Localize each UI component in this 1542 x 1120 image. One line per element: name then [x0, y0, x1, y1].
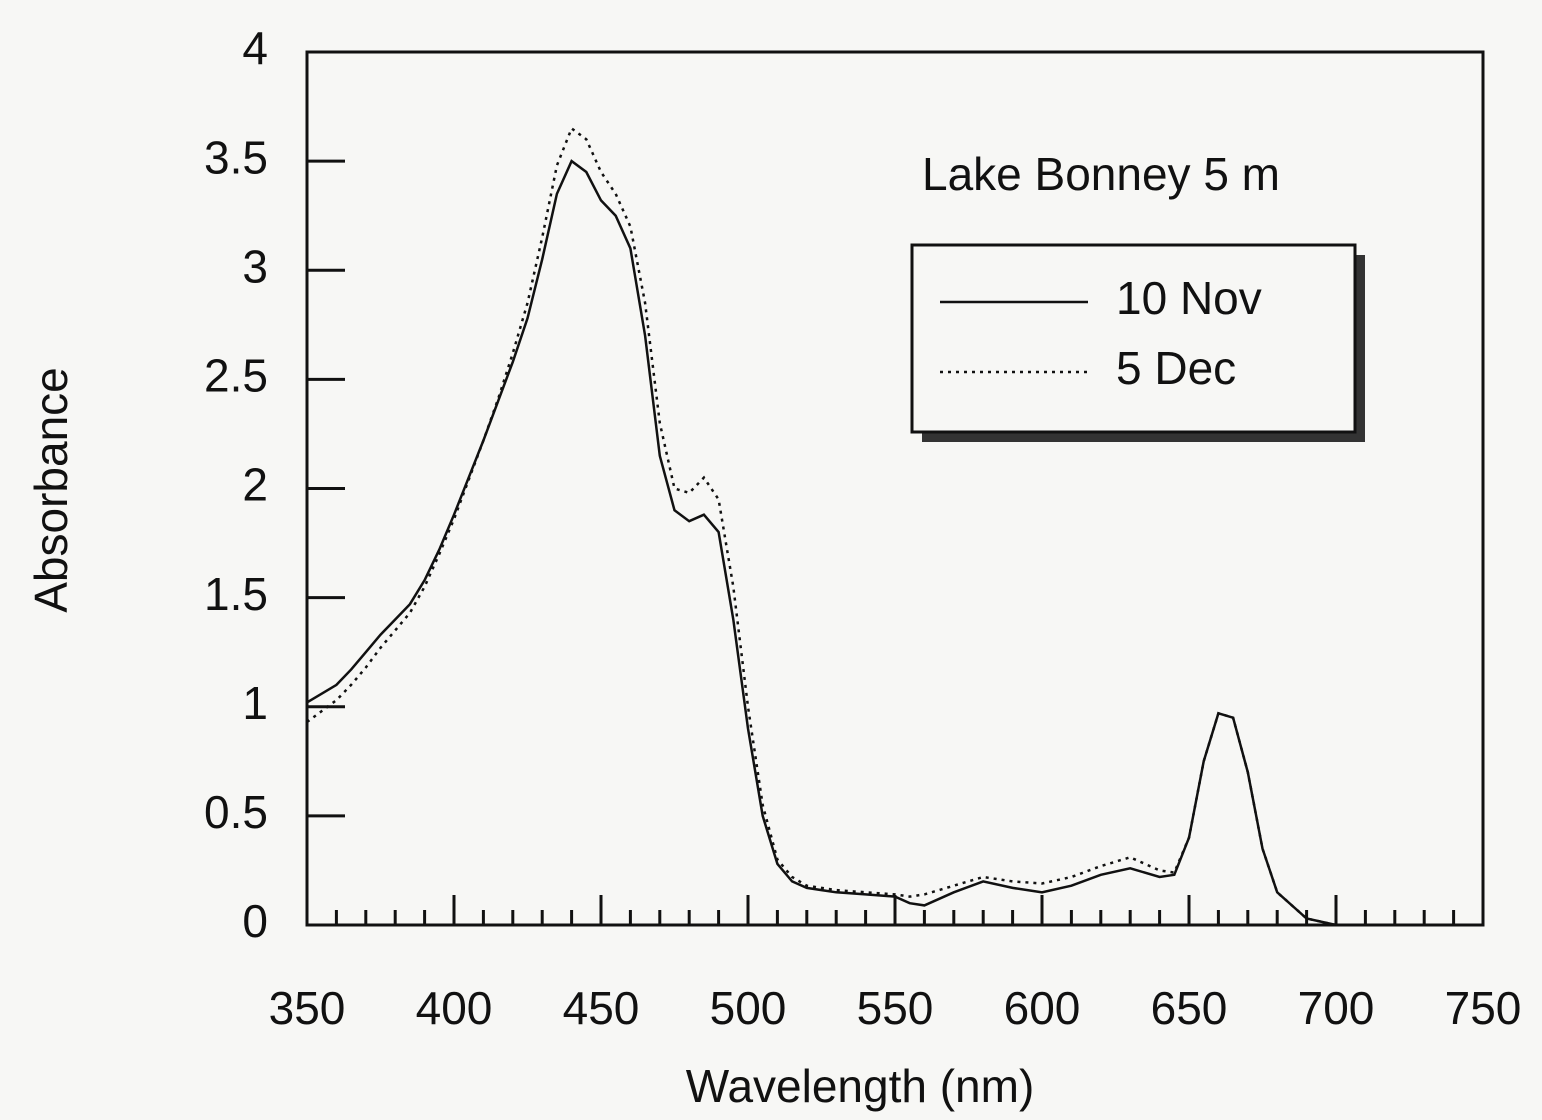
x-tick-label: 700 — [1298, 982, 1375, 1034]
y-tick-label: 2 — [242, 459, 268, 511]
y-tick-label: 0.5 — [204, 786, 268, 838]
y-tick-label: 1 — [242, 677, 268, 729]
legend-box — [910, 243, 1357, 434]
x-tick-label: 350 — [269, 982, 346, 1034]
x-tick-label: 750 — [1445, 982, 1522, 1034]
y-tick-label: 3 — [242, 240, 268, 292]
x-tick-label: 650 — [1151, 982, 1228, 1034]
x-tick-label: 450 — [563, 982, 640, 1034]
x-axis-title: Wavelength (nm) — [686, 1060, 1035, 1112]
data-line — [306, 126, 1337, 927]
x-tick-label: 500 — [710, 982, 787, 1034]
y-tick-label: 2.5 — [204, 350, 268, 402]
data-line — [306, 159, 1337, 927]
x-tick-label: 400 — [416, 982, 493, 1034]
legend-label: 5 Dec — [1116, 342, 1236, 394]
x-tick-label: 600 — [1004, 982, 1081, 1034]
annotation: Lake Bonney 5 m — [922, 148, 1280, 200]
plot-frame — [305, 50, 1485, 927]
y-tick-label: 0 — [242, 895, 268, 947]
x-tick-label: 550 — [857, 982, 934, 1034]
legend-label: 10 Nov — [1116, 272, 1262, 324]
y-tick-label: 1.5 — [204, 568, 268, 620]
y-tick-label: 3.5 — [204, 131, 268, 183]
y-tick-label: 4 — [242, 22, 268, 74]
y-axis-title: Absorbance — [25, 367, 77, 613]
